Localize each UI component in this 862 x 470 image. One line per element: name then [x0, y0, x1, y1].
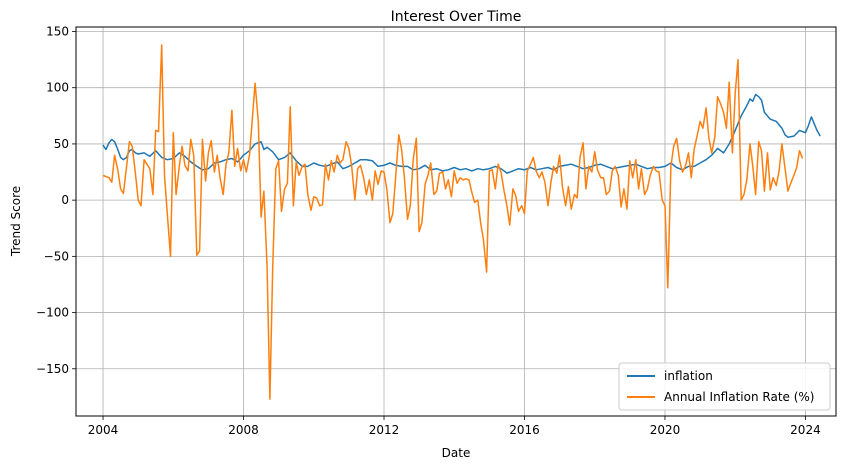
x-tick-label: 2024	[790, 423, 821, 437]
axis-ticks: 2004 2008 2012 2016 2020 2024 −150 −100 −50 0 50 10…	[36, 24, 821, 437]
x-tick-label: 2020	[650, 423, 681, 437]
legend-label-annual-inflation-rate: Annual Inflation Rate (%)	[664, 390, 814, 404]
series-line-inflation	[102, 93, 821, 174]
chart-title: Interest Over Time	[391, 9, 522, 25]
plot-frame	[75, 26, 837, 417]
x-tick-label: 2008	[228, 423, 259, 437]
y-tick-label: 100	[46, 81, 69, 95]
y-tick-label: 150	[46, 24, 69, 38]
plot-series	[102, 44, 821, 400]
x-axis-label: Date	[442, 446, 471, 460]
y-tick-label: 50	[54, 137, 69, 151]
series-line-annual-inflation-rate	[102, 44, 804, 400]
y-axis-label: Trend Score	[9, 186, 23, 257]
y-tick-label: −50	[44, 249, 69, 263]
y-tick-label: 0	[61, 193, 69, 207]
legend-box	[618, 362, 831, 411]
y-tick-label: −150	[36, 362, 69, 376]
legend-label-inflation: inflation	[664, 369, 713, 383]
x-tick-label: 2016	[509, 423, 540, 437]
y-tick-label: −100	[36, 306, 69, 320]
x-tick-label: 2004	[88, 423, 119, 437]
x-tick-label: 2012	[369, 423, 400, 437]
legend: inflation Annual Inflation Rate (%)	[618, 362, 831, 411]
